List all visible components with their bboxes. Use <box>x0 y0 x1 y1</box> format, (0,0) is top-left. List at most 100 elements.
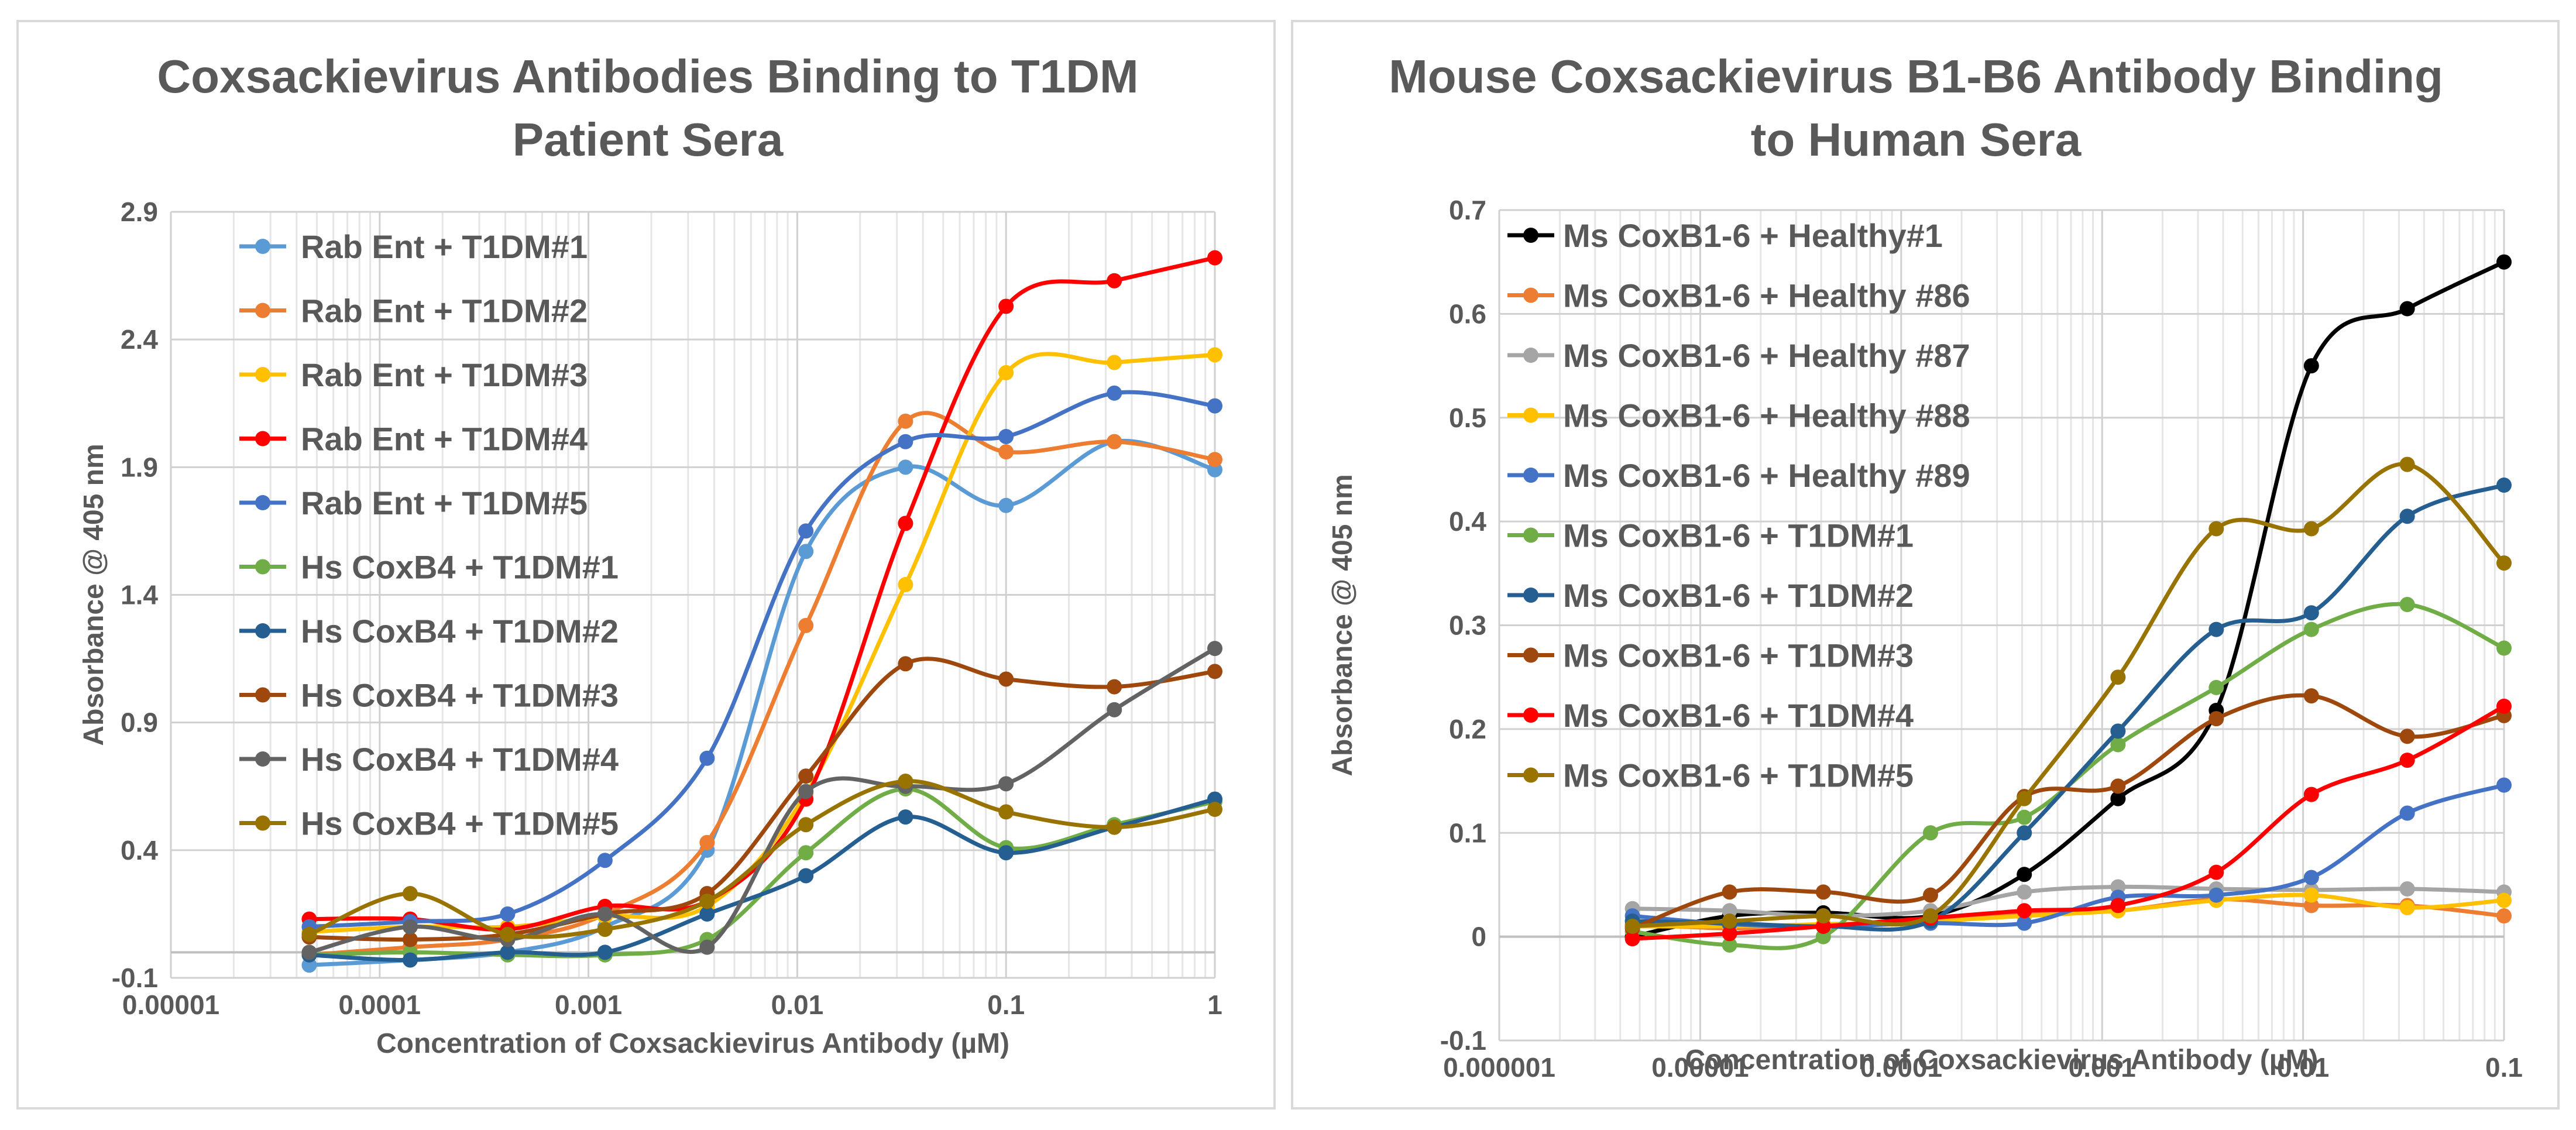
x-tick-label: 0.01 <box>2277 1052 2330 1083</box>
y-tick-label: -0.1 <box>1440 1025 1486 1056</box>
data-point <box>1207 802 1222 818</box>
series-line <box>309 797 1215 963</box>
data-point <box>1624 918 1640 934</box>
data-point <box>597 853 613 868</box>
data-point <box>1722 884 1737 900</box>
data-point <box>500 906 516 922</box>
chart-title-line: Patient Sera <box>513 114 784 166</box>
series-10 <box>301 774 1222 942</box>
data-point <box>898 577 913 593</box>
data-point <box>898 516 913 531</box>
y-tick-label: 1.4 <box>121 580 158 610</box>
x-tick-label: 0.00001 <box>122 990 219 1020</box>
data-point <box>2303 870 2319 885</box>
data-point <box>2110 778 2126 794</box>
data-point <box>998 776 1014 792</box>
data-point <box>2017 903 2032 919</box>
data-point <box>2303 358 2319 374</box>
legend-label: Ms CoxB1-6 + Healthy #87 <box>1563 337 1970 374</box>
data-point <box>2017 867 2032 882</box>
chart-title-line: Coxsackievirus Antibodies Binding to T1D… <box>157 50 1138 102</box>
series-line <box>1632 884 2505 918</box>
data-point <box>1107 702 1122 717</box>
x-tick-label: 0.001 <box>555 990 622 1020</box>
legend-label: Ms CoxB1-6 + T1DM#3 <box>1563 637 1914 674</box>
legend-swatch-marker <box>1523 287 1538 303</box>
data-point <box>2110 669 2126 685</box>
legend-swatch-marker <box>255 559 270 575</box>
chart-panel-left: Coxsackievirus Antibodies Binding to T1D… <box>16 20 1276 1110</box>
data-point <box>2303 605 2319 621</box>
legend-label: Ms CoxB1-6 + T1DM#4 <box>1563 697 1914 734</box>
legend-swatch-marker <box>255 751 270 767</box>
data-point <box>699 894 715 909</box>
data-point <box>798 784 814 799</box>
legend-swatch-marker <box>255 623 270 638</box>
data-point <box>1207 398 1222 414</box>
data-point <box>1624 931 1640 947</box>
legend: Rab Ent + T1DM#1 Rab Ent + T1DM#2 Rab Ent … <box>239 228 619 842</box>
data-point <box>2399 301 2415 317</box>
legend-label: Ms CoxB1-6 + T1DM#2 <box>1563 577 1914 614</box>
data-point <box>798 768 814 784</box>
legend-label: Ms CoxB1-6 + Healthy#1 <box>1563 217 1943 254</box>
x-tick-label: 0.000001 <box>1443 1052 1555 1083</box>
data-point <box>1107 355 1122 370</box>
y-axis-label: Absorbance @ 405 nm <box>78 444 109 746</box>
data-point <box>2303 521 2319 537</box>
data-point <box>2399 805 2415 821</box>
series-9 <box>1624 698 2512 947</box>
data-point <box>898 656 913 672</box>
data-point <box>2496 640 2512 656</box>
data-point <box>1207 347 1222 363</box>
y-tick-label: 0.3 <box>1449 610 1486 641</box>
data-point <box>998 804 1014 820</box>
series-line <box>1632 693 2505 930</box>
series-line <box>309 411 1215 957</box>
data-point <box>2110 737 2126 753</box>
legend-label: Ms CoxB1-6 + Healthy #86 <box>1563 277 1970 314</box>
data-point <box>2209 711 2224 727</box>
data-point <box>2496 892 2512 908</box>
data-point <box>597 944 613 960</box>
legend-swatch-marker <box>255 687 270 703</box>
data-point <box>402 919 418 935</box>
data-point <box>1722 937 1737 953</box>
data-point <box>1107 273 1122 288</box>
data-point <box>798 523 814 539</box>
data-point <box>2496 478 2512 493</box>
data-point <box>898 413 913 429</box>
x-tick-label: 0.1 <box>987 990 1025 1020</box>
data-point <box>2399 881 2415 897</box>
chart-panel-right: Mouse Coxsackievirus B1-B6 Antibody Bind… <box>1291 20 2560 1110</box>
data-point <box>2496 908 2512 924</box>
data-point <box>2017 825 2032 841</box>
series-3 <box>1624 879 2512 924</box>
data-point <box>998 428 1014 444</box>
legend-label: Rab Ent + T1DM#5 <box>301 485 588 521</box>
data-point <box>998 298 1014 314</box>
series-line <box>309 657 1215 942</box>
data-point <box>2496 777 2512 793</box>
legend-swatch-marker <box>255 367 270 382</box>
legend-swatch-marker <box>255 495 270 510</box>
data-point <box>2399 753 2415 768</box>
data-point <box>998 671 1014 687</box>
data-point <box>1722 913 1737 929</box>
legend-label: Hs CoxB4 + T1DM#2 <box>301 613 619 650</box>
legend-swatch-marker <box>1523 348 1538 363</box>
x-tick-label: 0.00001 <box>1651 1052 1749 1083</box>
data-point <box>898 774 913 789</box>
data-point <box>1207 452 1222 468</box>
legend-label: Rab Ent + T1DM#4 <box>301 421 588 458</box>
legend-label: Rab Ent + T1DM#1 <box>301 228 588 265</box>
data-point <box>998 444 1014 460</box>
data-point <box>998 365 1014 380</box>
x-tick-label: 0.001 <box>2069 1052 2136 1083</box>
chart-right: Mouse Coxsackievirus B1-B6 Antibody Bind… <box>1327 50 2523 1083</box>
x-tick-label: 0.0001 <box>338 990 421 1020</box>
y-tick-label: 0 <box>1471 922 1486 952</box>
data-point <box>798 817 814 833</box>
data-point <box>500 944 516 960</box>
x-tick-label: 0.01 <box>771 990 824 1020</box>
